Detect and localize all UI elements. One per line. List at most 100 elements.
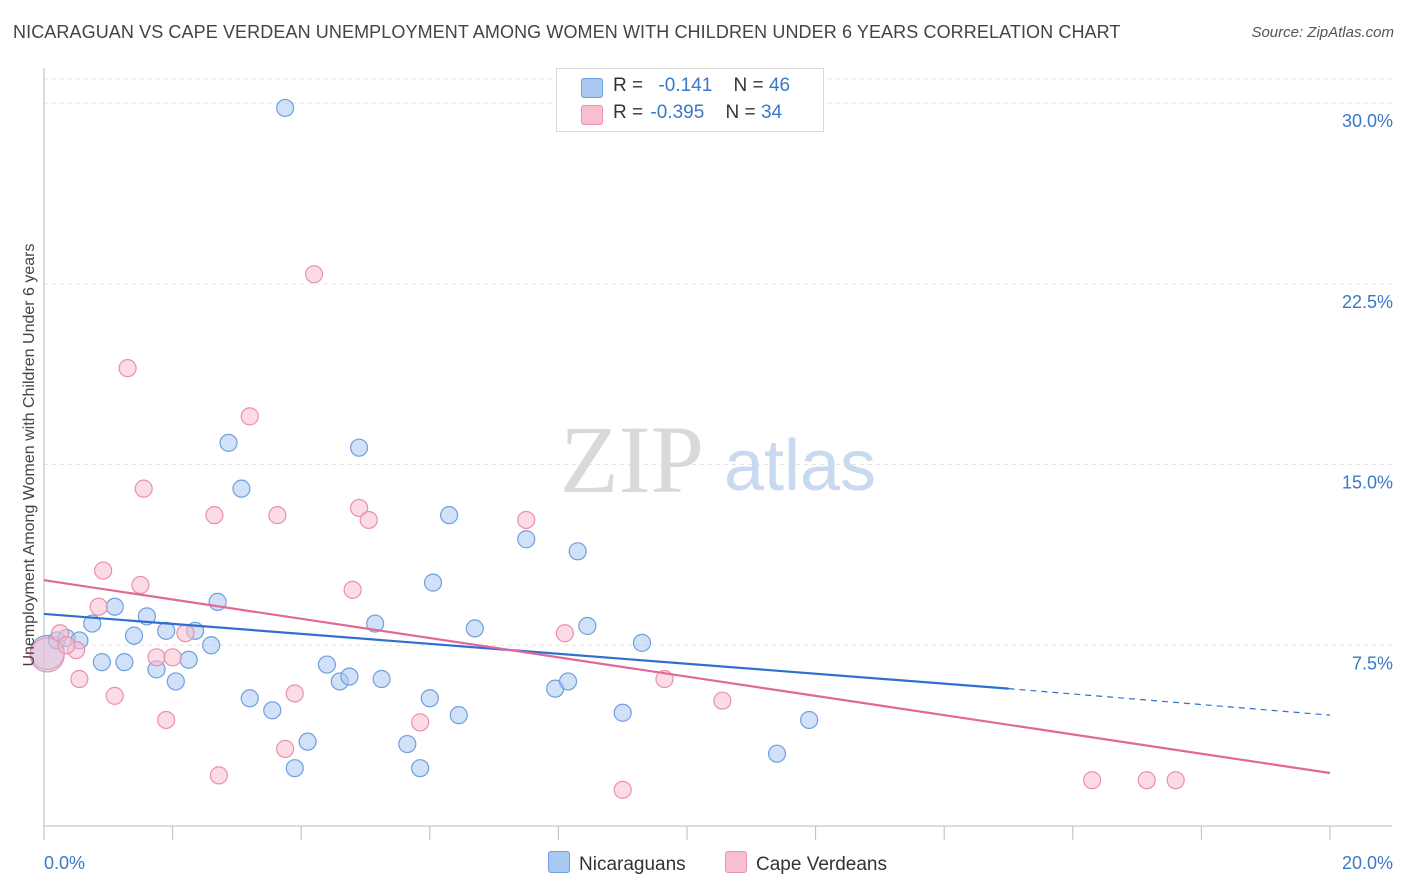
point-cape-verdean — [118, 359, 137, 378]
point-cape-verdean — [157, 710, 176, 730]
point-nicaraguan — [276, 98, 295, 118]
point-nicaraguan — [449, 706, 468, 725]
point-cape-verdean — [268, 506, 287, 525]
point-cape-verdean — [359, 510, 378, 530]
point-cape-verdean — [147, 648, 166, 667]
point-cape-verdean — [1082, 771, 1102, 790]
point-cape-verdean — [285, 684, 304, 703]
point-nicaraguan — [105, 597, 124, 616]
legend-r-label: R = — [613, 75, 644, 96]
point-cape-verdean — [411, 713, 430, 732]
point-nicaraguan — [632, 633, 652, 652]
point-cape-verdean — [349, 498, 369, 518]
point-nicaraguan — [767, 744, 787, 763]
trend-line-nicaraguans — [43, 612, 1009, 690]
point-nicaraguan — [166, 672, 185, 691]
legend-n-label: N = — [725, 102, 756, 123]
point-cape-verdean — [276, 739, 295, 758]
trend-line-nicaraguans-extension — [1008, 688, 1331, 716]
point-nicaraguan — [179, 650, 198, 669]
stats-legend: R = -0.141 N = 46 R = -0.395 N = 34 — [556, 68, 824, 132]
point-cape-verdean — [57, 636, 76, 655]
point-cape-verdean — [205, 506, 224, 525]
point-nicaraguan — [568, 542, 587, 561]
point-cape-verdean — [304, 265, 324, 284]
trend-line-cape-verdeans — [43, 579, 1331, 775]
point-nicaraguan — [558, 672, 578, 691]
point-cape-verdean — [89, 597, 108, 616]
legend-r-value: -0.395 — [650, 102, 705, 123]
point-cape-verdean — [94, 561, 113, 580]
point-cape-verdean — [517, 510, 536, 530]
point-nicaraguan — [202, 636, 221, 655]
point-nicaraguan — [578, 616, 597, 636]
watermark-zip: ZIP — [560, 406, 704, 513]
y-tick-label: 30.0% — [1342, 111, 1393, 131]
point-cape-verdean — [343, 580, 362, 599]
gridlines — [44, 78, 1392, 646]
point-nicaraguan — [92, 653, 111, 672]
point-nicaraguan — [317, 655, 337, 674]
legend-r-value: -0.141 — [658, 75, 713, 96]
point-nicaraguan — [285, 759, 304, 778]
y-tick-label: 7.5% — [1352, 653, 1393, 673]
point-nicaraguan — [83, 614, 102, 633]
point-cape-verdean — [70, 669, 89, 689]
point-cape-verdean — [29, 637, 65, 673]
point-nicaraguan — [411, 759, 430, 778]
point-nicaraguan — [517, 530, 536, 549]
point-cape-verdean — [613, 780, 632, 799]
point-nicaraguan — [219, 433, 238, 452]
axes: 7.5% 15.0% 22.5% 30.0% — [43, 68, 1393, 840]
point-nicaraguan — [232, 479, 251, 498]
x-tick-label-max: 20.0% — [1342, 853, 1393, 873]
point-nicaraguan — [420, 689, 439, 708]
point-nicaraguan — [465, 619, 484, 638]
point-nicaraguan — [349, 438, 369, 457]
legend-n-value: 46 — [768, 75, 791, 96]
point-nicaraguan — [423, 573, 443, 592]
point-nicaraguan — [800, 710, 819, 730]
point-cape-verdean — [134, 479, 153, 498]
point-nicaraguan — [240, 689, 259, 708]
bottom-legend-nicaraguans: Nicaraguans — [548, 851, 686, 876]
point-cape-verdean — [240, 407, 259, 426]
point-nicaraguan — [115, 653, 134, 672]
point-cape-verdean — [131, 575, 150, 595]
legend-n-label: N = — [733, 75, 764, 96]
bottom-legend-swatch-pink — [725, 851, 747, 873]
point-nicaraguan — [372, 669, 391, 689]
point-cape-verdean — [176, 624, 195, 643]
legend-n-value: 34 — [760, 102, 783, 123]
source-credit: Source: ZipAtlas.com — [1251, 24, 1394, 41]
point-cape-verdean — [713, 691, 732, 710]
y-tick-label: 15.0% — [1342, 473, 1393, 493]
data-points — [29, 98, 1185, 799]
point-nicaraguan — [439, 506, 459, 525]
point-nicaraguan — [613, 703, 632, 722]
chart-title: NICARAGUAN VS CAPE VERDEAN UNEMPLOYMENT … — [13, 22, 1121, 42]
point-nicaraguan — [398, 734, 417, 754]
point-nicaraguan — [340, 667, 359, 686]
trend-lines — [43, 579, 1331, 775]
legend-swatch-blue — [581, 78, 603, 98]
point-cape-verdean — [555, 624, 574, 643]
point-nicaraguan — [263, 701, 282, 720]
point-cape-verdean — [1137, 771, 1156, 790]
point-cape-verdean — [105, 686, 124, 705]
bottom-legend-label: Nicaraguans — [579, 854, 686, 875]
point-cape-verdean — [163, 648, 182, 667]
bottom-legend-label: Cape Verdeans — [756, 854, 887, 875]
bottom-legend-swatch-blue — [548, 851, 570, 873]
bottom-legend-cape-verdeans: Cape Verdeans — [725, 851, 887, 876]
watermark-atlas: atlas — [724, 426, 876, 506]
y-axis-label: Unemployment Among Women with Children U… — [21, 243, 38, 666]
point-nicaraguan — [124, 626, 144, 645]
point-nicaraguan — [366, 614, 385, 633]
legend-r-label: R = — [613, 102, 644, 123]
point-cape-verdean — [1166, 771, 1185, 790]
y-tick-label: 22.5% — [1342, 292, 1393, 312]
legend-swatch-pink — [581, 105, 603, 125]
point-cape-verdean — [209, 766, 228, 785]
